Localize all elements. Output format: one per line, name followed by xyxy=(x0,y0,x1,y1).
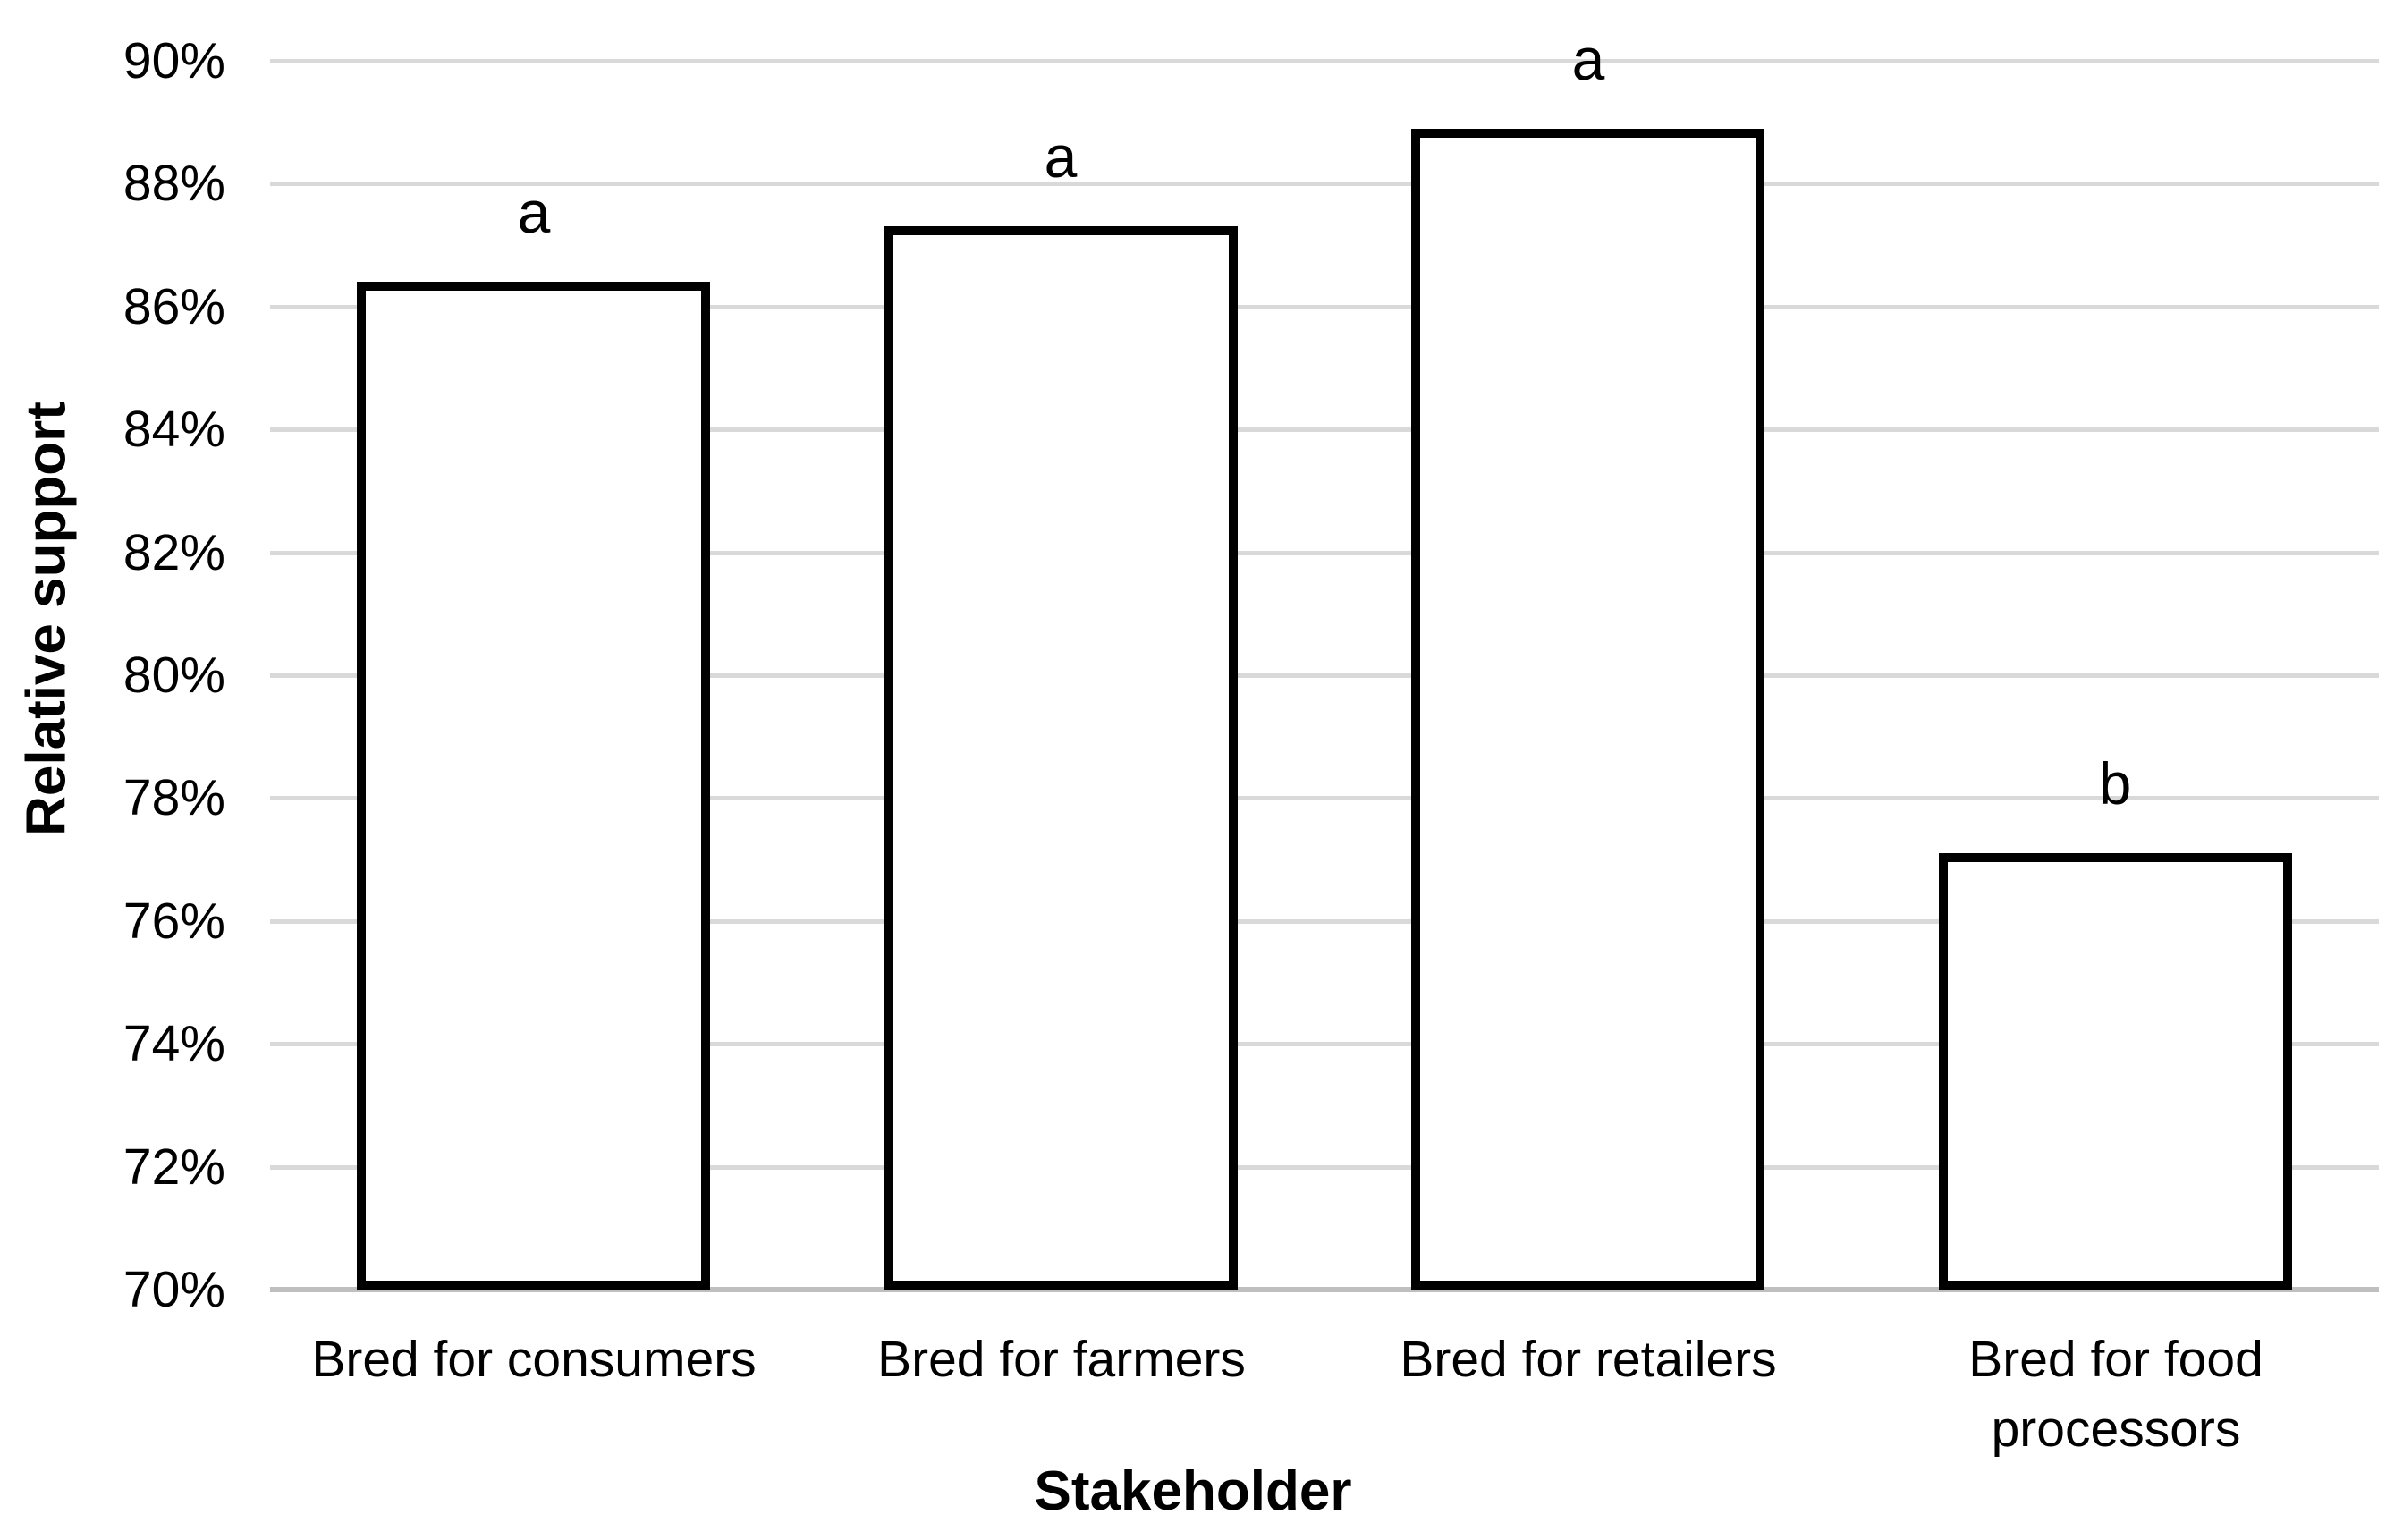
y-tick-label: 78% xyxy=(123,769,225,827)
gridline xyxy=(270,1042,2379,1047)
significance-letter: b xyxy=(2098,750,2132,817)
x-category-label: Bred for retailers xyxy=(1400,1331,1777,1388)
y-tick-label: 90% xyxy=(123,32,225,89)
bar-1 xyxy=(357,282,710,1290)
gridline xyxy=(270,304,2379,309)
y-tick-label: 72% xyxy=(123,1138,225,1196)
y-tick-label: 70% xyxy=(123,1261,225,1318)
significance-letter: a xyxy=(1044,123,1078,190)
y-tick-label: 74% xyxy=(123,1015,225,1073)
significance-letter: a xyxy=(517,179,551,245)
gridline xyxy=(270,673,2379,678)
gridline xyxy=(270,1164,2379,1170)
bar-2 xyxy=(884,226,1238,1290)
gridline xyxy=(270,182,2379,187)
y-tick-label: 76% xyxy=(123,892,225,950)
gridline xyxy=(270,427,2379,433)
bar-4 xyxy=(1939,853,2292,1290)
significance-letter: a xyxy=(1571,26,1605,92)
gridline xyxy=(270,918,2379,924)
bar-3 xyxy=(1411,129,1764,1290)
y-tick-label: 80% xyxy=(123,647,225,704)
gridline xyxy=(270,796,2379,801)
gridline xyxy=(270,550,2379,555)
y-tick-label: 84% xyxy=(123,401,225,459)
x-category-label: Bred for farmers xyxy=(877,1331,1246,1388)
y-tick-label: 86% xyxy=(123,277,225,335)
x-category-label: Bred for food processors xyxy=(1968,1331,2263,1458)
x-axis-line xyxy=(270,1287,2379,1292)
x-category-label: Bred for consumers xyxy=(311,1331,757,1388)
gridline xyxy=(270,59,2379,63)
y-tick-label: 82% xyxy=(123,523,225,581)
x-axis-title: Stakeholder xyxy=(1034,1460,1352,1522)
y-tick-label: 88% xyxy=(123,155,225,213)
